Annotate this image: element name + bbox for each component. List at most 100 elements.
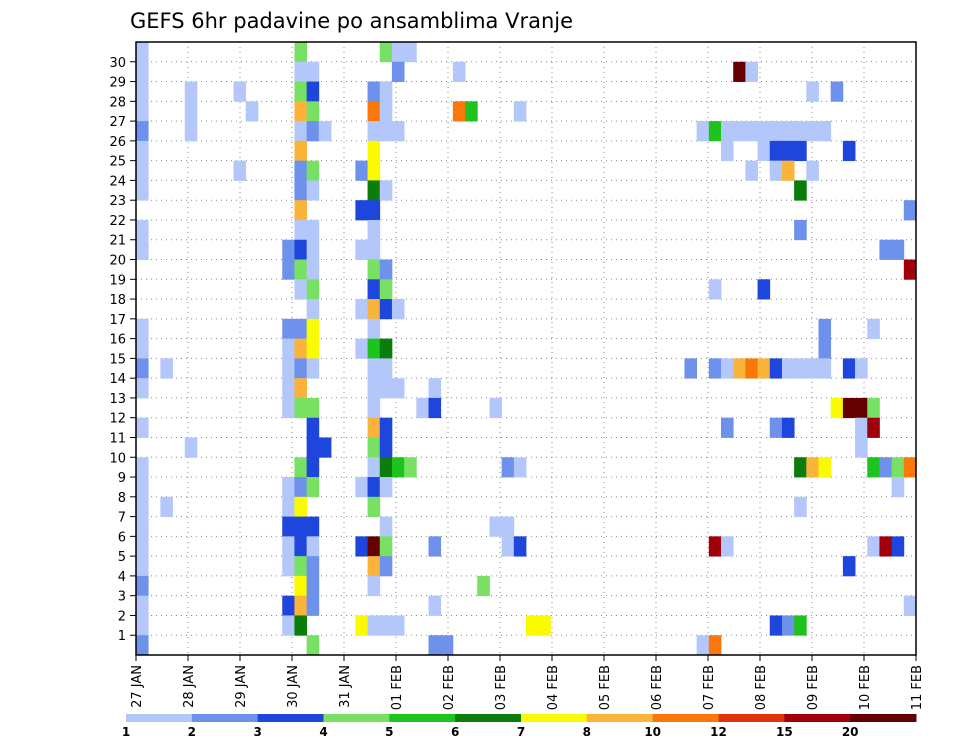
- heatmap-cell: [294, 140, 308, 162]
- y-tick-label: 4: [118, 570, 126, 585]
- heatmap-cell: [367, 81, 381, 102]
- y-tick-label: 5: [118, 550, 126, 565]
- y-tick-label: 3: [118, 590, 126, 605]
- heatmap-cell: [903, 259, 917, 280]
- y-tick-label: 10: [109, 451, 126, 466]
- heatmap-cell: [903, 200, 917, 221]
- heatmap-cell: [513, 536, 527, 557]
- y-tick-label: 12: [109, 412, 126, 427]
- x-tick-label: 03 FEB: [494, 665, 509, 710]
- heatmap-cell: [794, 121, 807, 142]
- heatmap-cell: [379, 338, 393, 359]
- heatmap-cell: [855, 358, 868, 379]
- heatmap-cell: [391, 615, 405, 636]
- heatmap-cell: [379, 299, 393, 320]
- heatmap-cell: [769, 358, 783, 379]
- colorbar-swatch: [323, 714, 390, 722]
- y-tick-label: 18: [109, 293, 126, 308]
- heatmap-cell: [306, 101, 320, 122]
- heatmap-cell: [294, 219, 308, 241]
- heatmap-cell: [379, 615, 393, 636]
- heatmap-cell: [379, 279, 393, 300]
- heatmap-cell: [367, 160, 381, 181]
- heatmap-cell: [379, 556, 393, 577]
- colorbar-swatch: [389, 714, 456, 722]
- heatmap-cell: [355, 477, 368, 498]
- heatmap-cell: [306, 595, 320, 616]
- x-tick-label: 05 FEB: [598, 665, 613, 710]
- colorbar: 1 2 3 4 5 6 7 8 10 12 15 20: [122, 714, 917, 739]
- heatmap-cell: [355, 299, 368, 320]
- heatmap-cell: [721, 358, 734, 379]
- y-tick-label: 28: [109, 95, 126, 110]
- heatmap-cell: [294, 595, 308, 616]
- heatmap-cell: [367, 358, 381, 379]
- heatmap-cell: [136, 160, 149, 181]
- heatmap-cell: [489, 516, 503, 537]
- heatmap-cell: [355, 615, 368, 636]
- colorbar-swatch: [257, 714, 324, 722]
- heatmap-cell: [306, 477, 320, 498]
- heatmap-cell: [306, 556, 320, 577]
- heatmap-cell: [306, 437, 320, 458]
- y-tick-label: 22: [109, 214, 126, 229]
- x-tick-label: 11 FEB: [910, 665, 925, 710]
- heatmap-cell: [830, 81, 844, 102]
- heatmap-cell: [184, 81, 198, 102]
- heatmap-cell: [282, 259, 295, 280]
- heatmap-cell: [306, 279, 320, 300]
- heatmap-cell: [379, 417, 393, 438]
- heatmap-cell: [282, 397, 295, 419]
- heatmap-cell: [282, 496, 295, 517]
- x-tick-label: 09 FEB: [806, 665, 821, 710]
- heatmap-cell: [818, 358, 832, 379]
- heatmap-cell: [855, 417, 868, 438]
- heatmap-cell: [294, 61, 308, 82]
- heatmap-cell: [306, 358, 320, 379]
- heatmap-cell: [136, 239, 149, 260]
- heatmap-cell: [781, 160, 795, 181]
- heatmap-cell: [367, 180, 381, 201]
- heatmap-cell: [294, 457, 308, 478]
- heatmap-cell: [294, 397, 308, 419]
- heatmap-cell: [184, 101, 198, 122]
- heatmap-cell: [294, 81, 308, 102]
- heatmap-cell: [781, 358, 795, 379]
- heatmap-cell: [306, 457, 320, 478]
- heatmap-cell: [294, 378, 308, 399]
- heatmap-cell: [806, 121, 819, 142]
- heatmap-cell: [842, 358, 856, 379]
- heatmap-cell: [306, 417, 320, 438]
- colorbar-label: 4: [319, 725, 327, 739]
- heatmap-cell: [769, 615, 783, 636]
- heatmap-cell: [136, 595, 149, 616]
- heatmap-cell: [379, 101, 393, 122]
- heatmap-cell: [294, 121, 308, 142]
- heatmap-cell: [136, 635, 149, 656]
- x-tick-label: 29 JAN: [234, 665, 249, 708]
- heatmap-cell: [282, 378, 295, 399]
- heatmap-cell: [379, 516, 393, 537]
- heatmap-cell: [367, 318, 381, 340]
- heatmap-cell: [867, 318, 880, 340]
- y-tick-label: 6: [118, 530, 126, 545]
- colorbar-swatch: [652, 714, 719, 722]
- heatmap-cell: [452, 61, 466, 82]
- colorbar-label: 6: [451, 725, 459, 739]
- heatmap-cell: [294, 200, 308, 221]
- heatmap-cell: [355, 536, 368, 557]
- colorbar-label: 20: [842, 725, 859, 739]
- heatmap-cell: [708, 536, 722, 557]
- heatmap-cell: [136, 121, 149, 142]
- y-tick-label: 16: [109, 333, 126, 348]
- heatmap-cell: [306, 239, 320, 260]
- heatmap-cell: [136, 536, 149, 557]
- x-axis: 27 JAN 28 JAN 29 JAN 30 JAN 31 JAN 01 FEB 02 F…: [130, 655, 925, 710]
- y-tick-label: 2: [118, 609, 126, 624]
- heatmap-cell: [818, 121, 832, 142]
- heatmap-cell: [367, 239, 381, 260]
- colorbar-label: 10: [644, 725, 661, 739]
- colorbar-label: 5: [385, 725, 393, 739]
- heatmap-cell: [891, 477, 905, 498]
- x-tick-label: 06 FEB: [650, 665, 665, 710]
